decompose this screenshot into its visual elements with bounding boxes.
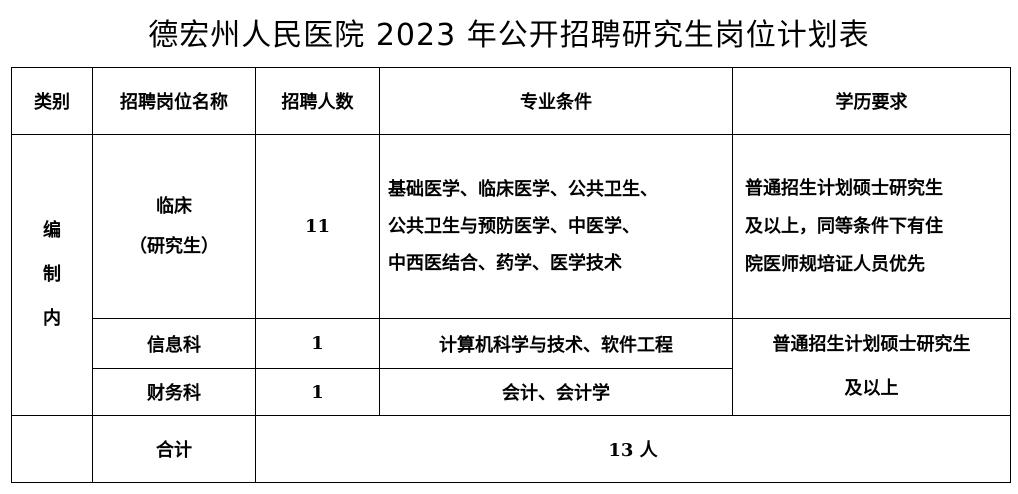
header-major: 专业条件 [379, 67, 733, 135]
education-line: 及以上，同等条件下有住 [745, 215, 943, 237]
count-cell: 11 [255, 134, 380, 319]
major-cell: 会计、会计学 [379, 368, 733, 416]
empty-cell [11, 415, 93, 483]
education-line: 院医师规培证人员优先 [745, 253, 925, 275]
category-char: 内 [43, 308, 61, 329]
count-cell: 1 [255, 368, 380, 416]
major-line: 基础医学、临床医学、公共卫生、 [388, 179, 658, 200]
major-cell: 计算机科学与技术、软件工程 [379, 318, 733, 369]
position-note: （研究生） [129, 235, 219, 257]
table-row: 财务科 1 会计、会计学 [12, 368, 1011, 416]
shared-education-cell: 普通招生计划硕士研究生 及以上 [732, 318, 1011, 416]
education-line: 普通招生计划硕士研究生 [772, 334, 971, 355]
header-position: 招聘岗位名称 [92, 67, 256, 135]
major-line: 中西医结合、药学、医学技术 [388, 253, 622, 274]
total-label: 合计 [92, 415, 256, 483]
position-cell: 信息科 [92, 318, 256, 369]
total-value: 13 人 [255, 415, 1011, 483]
header-count: 招聘人数 [255, 67, 380, 135]
total-row: 合计 13 人 [11, 415, 1011, 483]
count-cell: 1 [255, 318, 380, 369]
header-category: 类别 [11, 67, 93, 135]
header-row: 类别 招聘岗位名称 招聘人数 专业条件 学历要求 [11, 67, 1011, 135]
education-line: 及以上 [844, 378, 899, 399]
recruitment-plan-table: 类别 招聘岗位名称 招聘人数 专业条件 学历要求 编 制 内 临床 （研究生） … [11, 67, 1011, 483]
category-char: 编 [43, 220, 61, 241]
header-education: 学历要求 [732, 67, 1011, 135]
table-row: 信息科 1 计算机科学与技术、软件工程 普通招生计划硕士研究生 及以上 [12, 318, 1011, 416]
position-cell: 财务科 [92, 368, 256, 416]
position-name: 临床 [156, 195, 192, 217]
education-cell: 普通招生计划硕士研究生 及以上，同等条件下有住 院医师规培证人员优先 [732, 134, 1011, 319]
page-title: 德宏州人民医院 2023 年公开招聘研究生岗位计划表 [148, 18, 870, 53]
position-cell: 临床 （研究生） [92, 134, 256, 319]
table-row: 编 制 内 临床 （研究生） 11 基础医学、临床医学、公共卫生、 公共卫生与预… [11, 134, 1011, 416]
education-line: 普通招生计划硕士研究生 [745, 177, 943, 199]
major-cell: 基础医学、临床医学、公共卫生、 公共卫生与预防医学、中医学、 中西医结合、药学、… [379, 134, 733, 319]
major-line: 公共卫生与预防医学、中医学、 [388, 216, 640, 237]
category-cell: 编 制 内 [11, 134, 93, 416]
category-char: 制 [43, 264, 61, 285]
